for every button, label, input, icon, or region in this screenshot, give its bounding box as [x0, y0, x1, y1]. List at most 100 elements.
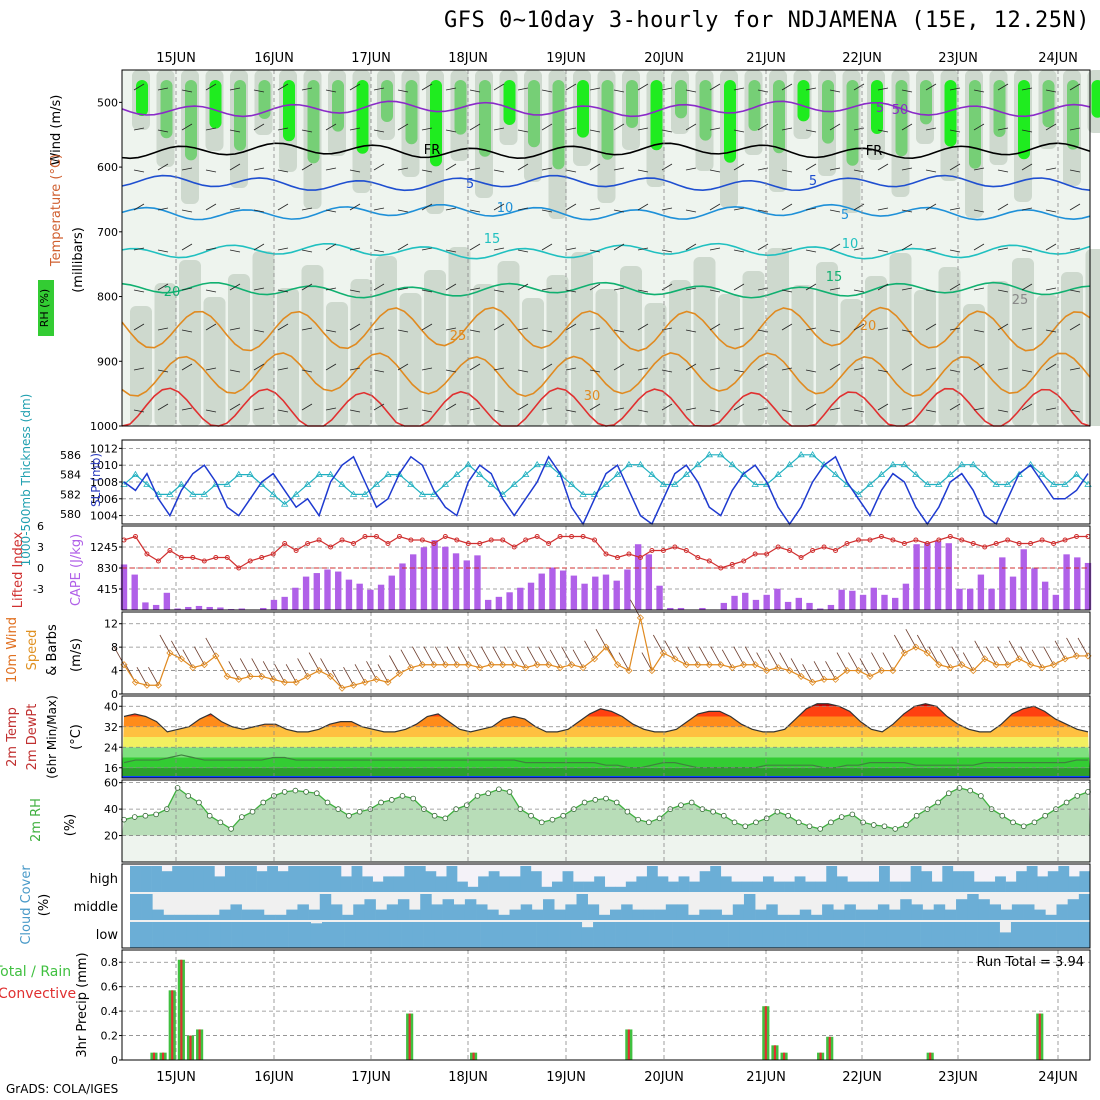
thickness-point-53: [728, 460, 736, 468]
thickness-point-77: [1003, 480, 1012, 487]
temp-ylabel-unit: (°C): [69, 724, 84, 750]
upper-air-rh-swatch: [38, 280, 54, 336]
rh-point-52: [678, 802, 684, 808]
temp-band-6: [122, 706, 1090, 717]
upper-wind-barb-3-1: [205, 127, 217, 131]
contour-label-4: 15: [484, 232, 501, 247]
date-label-top-6: 21JUN: [746, 51, 786, 66]
cloud-ylabel-unit: (%): [37, 894, 52, 917]
upper-wind-barb-39-0: [1069, 83, 1081, 91]
cloud-cell-low-9: [231, 922, 244, 948]
upper-wind-barb-12-7: [421, 367, 433, 371]
cloud-cell-low-80: [1033, 922, 1046, 948]
upper-wind-barb-23-2: [685, 167, 697, 171]
thickness-point-5: [177, 480, 186, 487]
cloud-cell-middle-2: [152, 909, 164, 920]
li-point-13: [270, 551, 276, 557]
upper-wind-barb-19-1: [589, 129, 601, 133]
thickness-point-83: [1072, 470, 1081, 477]
thickness-point-58: [785, 460, 794, 468]
upper-wind-barb-17-6: [541, 329, 553, 333]
upper-wind-barb-0-1: [133, 127, 145, 131]
cloud-cell-middle-22: [375, 909, 388, 920]
wind-speed-point-29: [453, 661, 461, 669]
wind-speed-point-17: [315, 667, 323, 675]
cloud-cell-middle-69: [900, 899, 912, 920]
rh-shade-58: [601, 80, 614, 160]
wind-barb-24: [389, 655, 400, 674]
rh-shade-37: [430, 80, 442, 167]
rh-point-69: [860, 819, 866, 826]
upper-wind-barb-11-2: [397, 167, 409, 171]
li-point-8: [213, 555, 219, 560]
cloud-cell-low-30: [468, 922, 481, 948]
cloud-cell-low-5: [186, 922, 199, 948]
wind-barb-50: [687, 646, 699, 665]
rh-shade-10: [209, 80, 222, 129]
upper-wind-barb-15-4: [493, 247, 505, 251]
li-point-42: [603, 551, 609, 557]
upper-wind-barb-13-7: [445, 369, 457, 373]
cape-bar-14: [270, 599, 278, 610]
cloud-cell-high-71: [879, 866, 890, 892]
thickness-point-55: [751, 480, 759, 487]
wind-speed-point-79: [1027, 661, 1035, 669]
wind-speed-point-53: [728, 664, 736, 672]
cloud-cell-middle-83: [1056, 904, 1068, 920]
date-label-top-3: 18JUN: [448, 51, 488, 66]
li-point-71: [936, 537, 942, 543]
upper-wind-barb-23-6: [685, 329, 697, 333]
cloud-cell-low-25: [412, 922, 424, 948]
rh-point-61: [774, 808, 781, 815]
cloud-cell-high-63: [794, 876, 806, 892]
upper-wind-barb-13-8: [445, 403, 457, 411]
li-point-70: [924, 541, 930, 546]
upper-wind-barb-24-8: [709, 409, 721, 413]
cloud-cell-high-70: [868, 881, 880, 892]
li-point-24: [396, 534, 402, 539]
contour-label-9: FR: [866, 144, 883, 159]
upper-wind-barb-2-1: [181, 123, 193, 131]
cloud-row-label-high: high: [90, 872, 118, 887]
cloud-cell-low-6: [197, 922, 210, 948]
wind-speed-point-7: [200, 661, 208, 669]
thickness-point-4: [166, 490, 174, 497]
upper-wind-barb-10-8: [373, 403, 385, 411]
wind-speed-point-58: [786, 667, 794, 675]
upper-wind-barb-11-1: [397, 123, 409, 131]
upper-wind-barb-22-7: [661, 369, 673, 373]
upper-wind-barb-3-0: [205, 83, 217, 91]
rh-shade-88: [846, 80, 859, 166]
slp-ylabel: SLP (mb): [89, 453, 103, 507]
rh-shade-61: [626, 80, 638, 128]
thickness-point-48: [671, 480, 679, 487]
upper-wind-barb-14-0: [469, 89, 481, 93]
cloud-cell-low-60: [807, 922, 820, 948]
cape-bar-35: [495, 596, 503, 610]
upper-wind-barb-16-8: [517, 403, 529, 411]
li-point-63: [844, 541, 850, 546]
cloud-cell-middle-30: [464, 899, 477, 920]
cloud-cell-middle-29: [453, 904, 466, 920]
li-point-1: [132, 534, 138, 539]
cape-bar-57: [731, 595, 738, 610]
li-ytick-0: -3: [33, 583, 44, 596]
upper-wind-barb-23-1: [685, 123, 697, 131]
wind-barb-20: [343, 667, 354, 686]
cloud-cell-middle-80: [1023, 904, 1035, 920]
rh-shade-25: [332, 80, 344, 132]
temp-band-4: [122, 726, 1090, 737]
date-label-bottom-9: 24JUN: [1038, 1070, 1078, 1085]
upper-wind-barb-34-4: [949, 249, 961, 253]
rh-point-76: [935, 799, 941, 806]
cloud-cell-high-50: [657, 876, 669, 892]
li-point-23: [385, 541, 391, 546]
wind-speed-point-61: [820, 675, 828, 683]
cloud-cell-middle-18: [330, 904, 343, 920]
cloud-cell-middle-25: [409, 909, 421, 920]
cloud-cell-middle-31: [476, 904, 488, 920]
rh-shade-50: [522, 298, 544, 426]
upper-wind-barb-0-2: [133, 169, 145, 173]
upper-wind-barb-33-8: [925, 409, 937, 413]
li-point-55: [752, 551, 758, 557]
